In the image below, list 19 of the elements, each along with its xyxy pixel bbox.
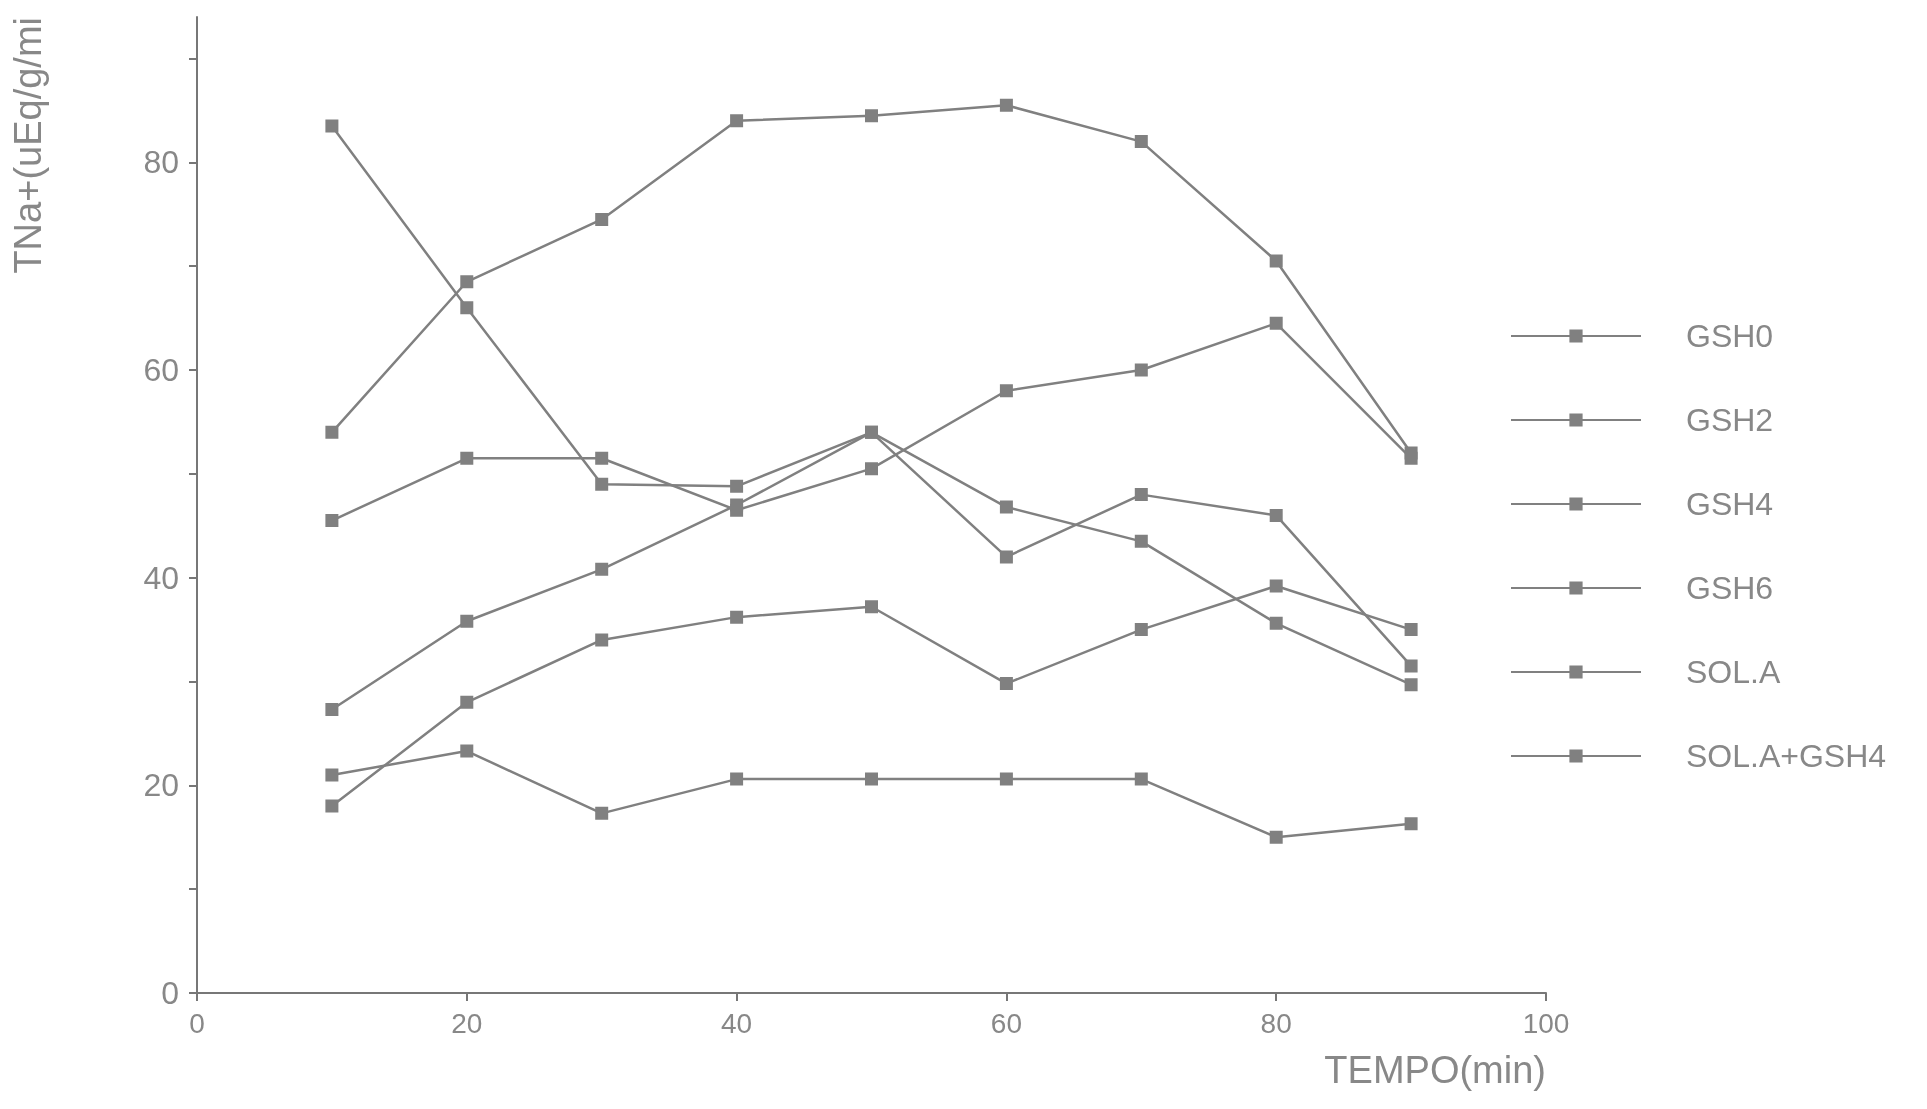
x-tick-label: 100 (1522, 1007, 1570, 1039)
x-axis-title: TEMPO(min) (1324, 1049, 1546, 1091)
x-tick-label: 60 (990, 1007, 1022, 1039)
x-tick-label: 20 (451, 1007, 483, 1039)
x-tick-label: 40 (721, 1007, 753, 1039)
x-tick-label: 0 (189, 1007, 205, 1039)
legend-label: GSH6 (1686, 570, 1774, 606)
legend-label: SOL.A+GSH4 (1686, 738, 1887, 774)
y-axis-title: TNa+(uEq/g/mi (7, 17, 49, 274)
y-tick-label: 80 (143, 144, 179, 181)
y-tick-label: 40 (143, 559, 179, 596)
legend-label: GSH4 (1686, 486, 1774, 522)
y-tick-label: 0 (161, 975, 179, 1011)
legend-label: GSH0 (1686, 318, 1774, 354)
y-tick-label: 20 (143, 767, 179, 804)
legend-label: SOL.A (1686, 654, 1781, 690)
y-tick-label: 60 (143, 352, 179, 389)
legend-label: GSH2 (1686, 402, 1774, 438)
x-tick-label: 80 (1260, 1007, 1292, 1039)
